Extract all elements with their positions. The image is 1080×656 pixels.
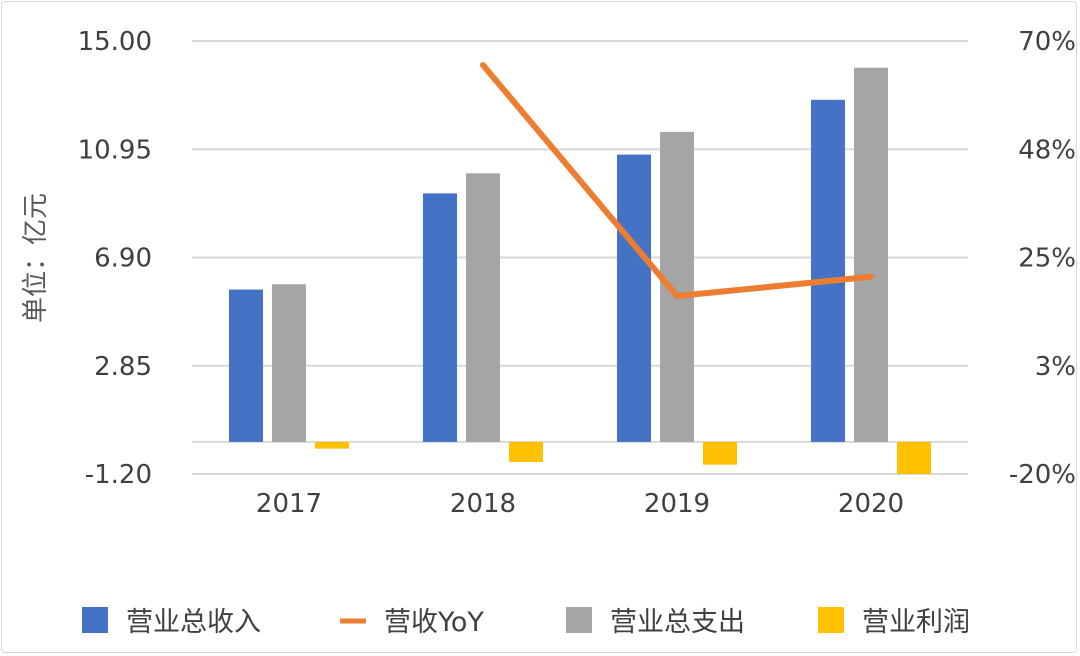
y2-tick-label: 25% bbox=[1018, 244, 1076, 274]
legend-label: 营业总收入 bbox=[126, 607, 261, 638]
y-tick-label: 6.90 bbox=[94, 244, 152, 274]
legend-label: 营业总支出 bbox=[610, 607, 745, 638]
y-tick-label: 15.00 bbox=[78, 27, 152, 57]
bar-营业总收入 bbox=[617, 154, 651, 442]
y2-tick-label: 48% bbox=[1018, 135, 1076, 165]
x-tick-label: 2019 bbox=[644, 489, 710, 519]
line-营收YoY bbox=[480, 62, 874, 299]
legend-swatch-营业总支出 bbox=[566, 607, 592, 633]
bar-营业总收入 bbox=[811, 99, 845, 442]
y-tick-label: -1.20 bbox=[85, 460, 152, 490]
y2-tick-label: 3% bbox=[1035, 352, 1076, 382]
legend-swatch-营业总收入 bbox=[82, 607, 108, 633]
x-tick-label: 2020 bbox=[838, 489, 904, 519]
bar-营业总支出 bbox=[660, 131, 694, 442]
bar-营业总收入 bbox=[229, 289, 263, 442]
bar-营业总支出 bbox=[272, 284, 306, 442]
legend-label: 营业利润 bbox=[862, 607, 970, 638]
y-axis-title: 单位：亿元 bbox=[21, 193, 51, 323]
legend-label: 营收YoY bbox=[384, 607, 484, 638]
bar-营业利润 bbox=[509, 441, 543, 462]
x-tick-label: 2018 bbox=[450, 489, 516, 519]
bar-营业总支出 bbox=[466, 173, 500, 442]
y-tick-label: 2.85 bbox=[94, 352, 152, 382]
bar-营业利润 bbox=[703, 441, 737, 465]
bar-营业总收入 bbox=[423, 193, 457, 442]
bar-营业利润 bbox=[897, 441, 931, 474]
bar-营业利润 bbox=[315, 441, 349, 449]
y2-tick-label: 70% bbox=[1018, 27, 1076, 57]
y-tick-label: 10.95 bbox=[78, 135, 152, 165]
y2-tick-label: -20% bbox=[1009, 460, 1076, 490]
x-tick-label: 2017 bbox=[256, 489, 322, 519]
bar-营业总支出 bbox=[854, 67, 888, 442]
legend-swatch-营业利润 bbox=[818, 607, 844, 633]
